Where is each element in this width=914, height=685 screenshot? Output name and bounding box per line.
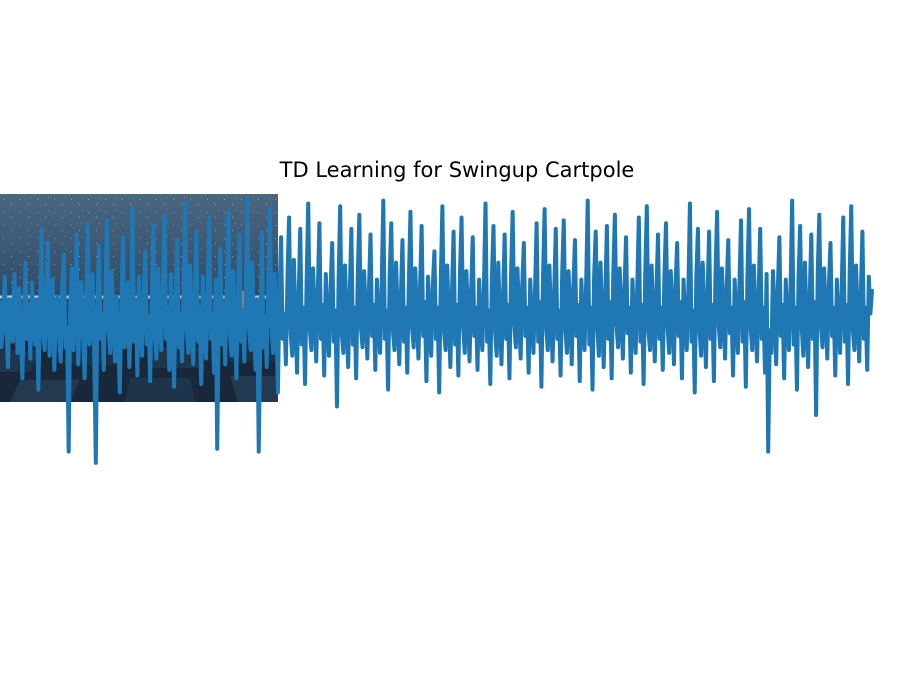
chart-title: TD Learning for Swingup Cartpole: [279, 158, 635, 182]
plot-area: [0, 195, 874, 465]
series-line-0: [0, 195, 874, 465]
